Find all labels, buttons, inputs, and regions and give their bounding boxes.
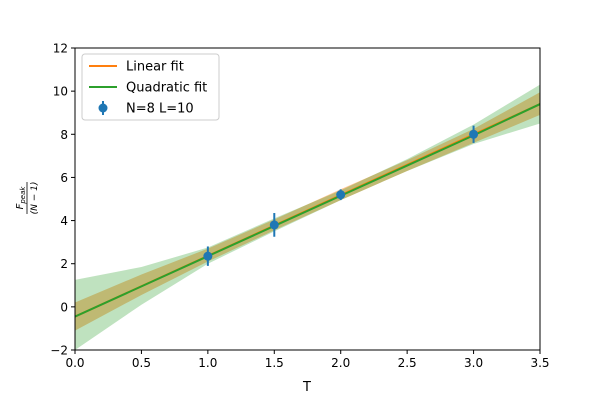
x-tick-label: 3.5 [530, 356, 549, 370]
legend-data-label: N=8 L=10 [126, 102, 194, 117]
y-tick-label: −2 [50, 344, 68, 358]
y-axis-label-denominator: (N − 1) [30, 182, 40, 215]
x-tick-label: 0.5 [132, 356, 151, 370]
data-point [203, 251, 213, 261]
y-axis-label: Fpeak (N − 1) [15, 182, 40, 215]
y-tick-label: 8 [60, 128, 68, 142]
data-point [269, 220, 279, 230]
y-tick-label: 12 [53, 42, 68, 56]
y-tick-label: 2 [60, 257, 68, 271]
data-point [469, 129, 479, 139]
legend: Linear fit Quadratic fit N=8 L=10 [81, 53, 220, 121]
fit-lines [75, 103, 540, 318]
y-tick-label: 6 [60, 171, 68, 185]
y-tick-label: 0 [60, 300, 68, 314]
y-axis-label-numerator: F [15, 203, 26, 209]
x-axis-label: T [302, 380, 311, 395]
legend-quadratic-label: Quadratic fit [126, 81, 207, 96]
plot-area [75, 84, 540, 350]
x-tick-label: 0.0 [65, 356, 84, 370]
axes-frame [74, 47, 541, 351]
x-tick-label: 1.0 [198, 356, 217, 370]
quadratic-fit-confidence-band [75, 84, 540, 350]
x-tick-label: 3.0 [464, 356, 483, 370]
legend-linear-label: Linear fit [126, 60, 184, 75]
quadratic-fit-line [75, 103, 540, 318]
y-tick-label: 10 [53, 85, 68, 99]
y-tick-label: 4 [60, 214, 68, 228]
data-points [203, 125, 479, 266]
x-tick-label: 2.5 [398, 356, 417, 370]
y-axis-ticks: −2 0 2 4 6 8 10 12 [50, 42, 75, 358]
svg-text:Fpeak: Fpeak [15, 186, 27, 210]
x-axis-ticks: 0.0 0.5 1.0 1.5 2.0 2.5 3.0 3.5 [65, 350, 550, 370]
y-axis-label-subscript: peak [19, 186, 27, 205]
data-point [336, 190, 346, 200]
legend-box [81, 53, 220, 121]
legend-data-marker [98, 103, 108, 113]
x-tick-label: 2.0 [331, 356, 350, 370]
x-tick-label: 1.5 [265, 356, 284, 370]
